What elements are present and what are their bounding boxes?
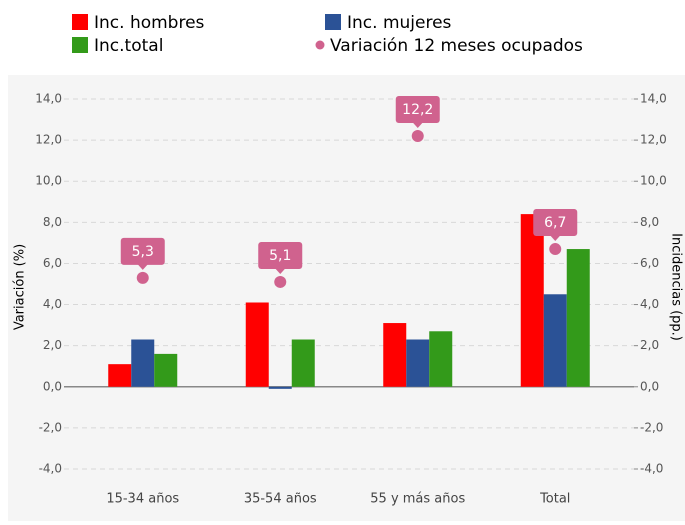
bar [245,302,269,387]
y2-tick-label: 4,0 [640,297,659,311]
y-tick-label: 12,0 [35,133,62,147]
y-tick-label: -2,0 [39,420,62,434]
label-box [395,96,440,123]
y-tick-label: 8,0 [43,215,62,229]
bar [429,331,453,387]
bar [566,249,590,387]
y2-tick-label: 10,0 [640,174,667,188]
bar [154,353,178,387]
label-box [258,241,303,269]
value-label: 5,1 [269,248,291,264]
y2-tick-label: 12,0 [640,133,667,147]
legend-swatch [72,37,88,53]
y2-tick-label: -2,0 [640,420,663,434]
value-label: 6,7 [544,215,566,231]
label-pointer [412,122,423,128]
label-pointer [550,235,561,242]
y2-tick-label: 0,0 [640,379,659,393]
bar [108,364,132,387]
y2-tick-label: 2,0 [640,338,659,352]
label-box [120,237,165,265]
y-tick-label: 6,0 [43,256,62,270]
x-tick-label: 35-54 años [244,492,317,507]
legend-label: Inc. hombres [94,13,205,33]
x-tick-label: Total [539,492,570,507]
legend-marker [315,40,325,50]
y2-tick-label: -4,0 [640,462,663,476]
point [274,275,287,288]
y-tick-label: 4,0 [43,297,62,311]
legend-label: Inc. mujeres [347,13,452,33]
y-tick-label: 0,0 [43,379,62,393]
y-axis-label: Variación (%) [13,244,28,330]
x-tick-label: 15-34 años [106,492,179,507]
legend-label: Variación 12 meses ocupados [330,36,583,56]
bar [406,339,430,387]
y2-tick-label: 8,0 [640,215,659,229]
y-tick-label: 2,0 [43,338,62,352]
x-tick-label: 55 y más años [370,492,465,507]
y-tick-label: 10,0 [35,174,62,188]
bar [520,214,544,387]
y2-tick-label: 14,0 [640,92,667,106]
y2-tick-label: 6,0 [640,256,659,270]
bar [543,294,567,387]
label-pointer [275,268,286,274]
legend-label: Inc.total [94,36,163,56]
point [411,130,424,142]
y2-axis-label: Incidencias (pp.) [669,233,684,341]
label-box [533,209,578,237]
bar [291,339,315,387]
point [549,243,562,256]
legend-swatch [325,14,341,30]
label-pointer [137,264,148,270]
bar [383,323,407,387]
bar [268,386,292,389]
legend-swatch [72,14,88,30]
y-tick-label: 14,0 [35,92,62,106]
point [136,271,149,284]
value-label: 12,2 [402,102,433,118]
value-label: 5,3 [132,244,154,260]
bar [131,339,155,387]
y-tick-label: -4,0 [39,462,62,476]
